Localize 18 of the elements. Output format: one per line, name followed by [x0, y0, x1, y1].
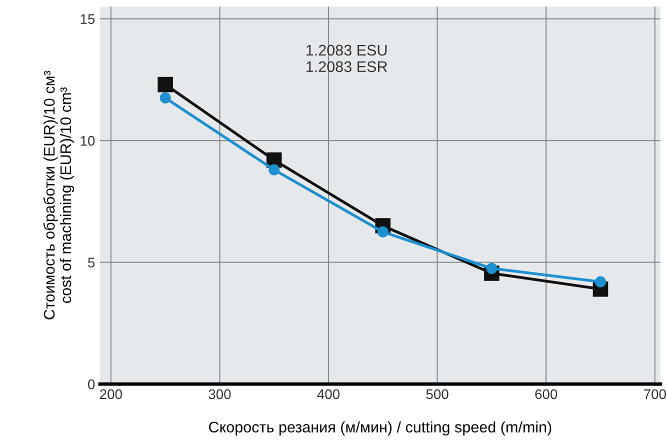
y-axis-title: Стоимость обработки (EUR)/10 см³ cost of machining (EUR)/10 cm³: [43, 70, 74, 320]
x-tick-label: 300: [208, 389, 231, 400]
x-tick-label: 700: [644, 389, 666, 400]
point: [160, 92, 171, 104]
point: [377, 226, 388, 238]
point: [268, 164, 280, 176]
x-tick-label: 500: [426, 389, 448, 400]
x-tick-label: 600: [535, 389, 558, 400]
annotation: 1.2083 ESU 1.2083 ESR: [306, 44, 388, 72]
x-tick-label: 400: [317, 389, 340, 400]
y-tick-label: 0: [88, 379, 95, 390]
y-tick-label: 10: [80, 136, 95, 146]
x-tick-label: 200: [100, 389, 122, 400]
point: [594, 276, 606, 288]
y-tick-label: 5: [88, 258, 95, 268]
point: [158, 76, 173, 92]
x-axis-title: Скорость резания (м/мин) / cutting speed (m/min): [209, 421, 552, 436]
y-tick-label: 15: [80, 14, 95, 24]
